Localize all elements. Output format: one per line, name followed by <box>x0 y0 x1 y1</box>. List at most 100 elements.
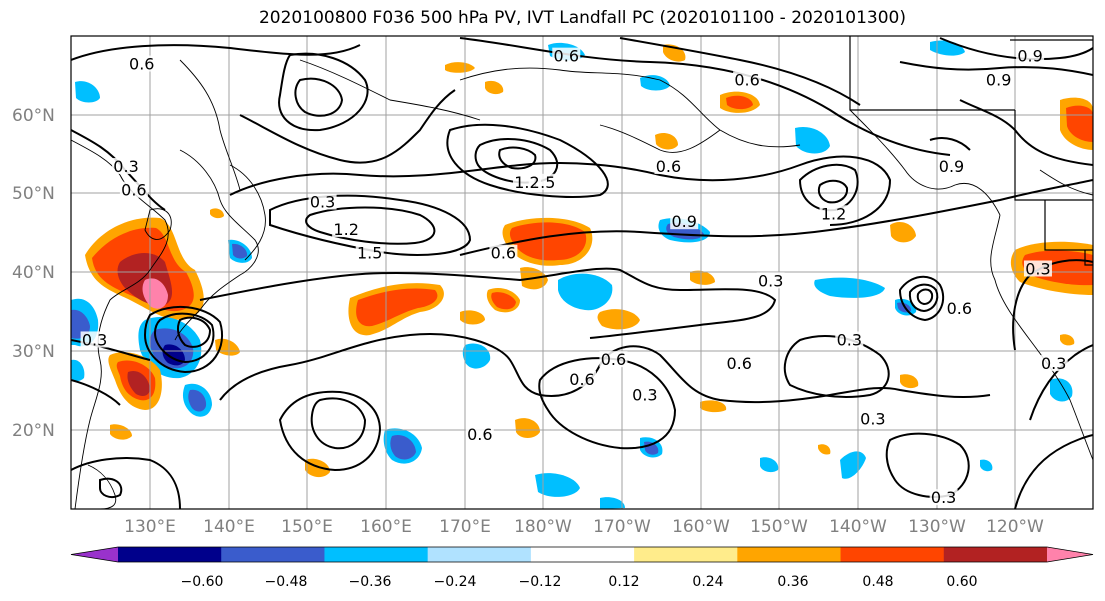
colorbar-segment <box>118 547 222 562</box>
colorbar-segment <box>943 547 1048 562</box>
lon-label: 150°E <box>281 517 333 537</box>
colorbar-extend-high <box>1047 547 1093 562</box>
colorbar-segment <box>221 547 325 562</box>
political-borders <box>849 36 1093 266</box>
contour-labels: 0.6 0.60.60.90.90.30.60.31.21.5 0.61.51.20… <box>80 47 1068 507</box>
contour-label-bg <box>819 205 848 222</box>
lon-label: 140°W <box>829 517 887 537</box>
contour-label-bg <box>756 272 785 289</box>
lat-label: 20°N <box>12 421 55 441</box>
contour-label-bg <box>512 173 541 190</box>
contour-label-bg <box>552 47 581 64</box>
contour-label: 0.9 <box>671 212 696 231</box>
contour-label-bg <box>568 370 596 387</box>
contour-label: 0.3 <box>113 157 138 176</box>
contour-label: 0.6 <box>554 47 579 66</box>
contour-label-bg <box>630 386 659 403</box>
contour-label-bg <box>332 221 361 238</box>
colorbar-ticks: −0.60 −0.48 −0.36 −0.24 −0.12 0.12 0.24 … <box>181 574 978 590</box>
contour-label-bg <box>984 71 1013 88</box>
contour-label-bg <box>1016 47 1045 64</box>
latitude-labels: 60°N 50°N 40°N 30°N 20°N <box>12 106 55 441</box>
contour-label-bg <box>733 71 762 88</box>
lon-label: 160°E <box>360 517 412 537</box>
contour-label: 0.3 <box>758 271 783 290</box>
lat-label: 40°N <box>12 263 55 283</box>
contour-label-bg <box>465 426 494 443</box>
colorbar-tick: −0.24 <box>434 574 477 590</box>
colorbar-outline <box>70 546 1094 563</box>
contour-label: 0.9 <box>939 157 964 176</box>
contour-label: 0.3 <box>310 192 335 211</box>
lat-label: 30°N <box>12 342 55 362</box>
contour-label: 0.3 <box>1041 354 1066 373</box>
lon-label: 130°W <box>908 517 966 537</box>
colorbar-extend-low <box>71 547 118 562</box>
pv-contours <box>71 37 1093 509</box>
contour-label: 0.3 <box>632 386 657 405</box>
colorbar <box>70 546 1094 563</box>
contour-label: 1.5 <box>357 244 382 263</box>
contour-label: 0.6 <box>656 157 681 176</box>
colorbar-tick: 0.60 <box>946 574 977 590</box>
lon-label: 170°E <box>439 517 491 537</box>
lon-label: 170°W <box>593 517 651 537</box>
contour-label: 0.6 <box>129 55 154 74</box>
grid-lines <box>71 36 1093 509</box>
coastlines <box>71 59 1093 509</box>
contour-label: 0.6 <box>734 70 759 89</box>
contour-label: 0.6 <box>467 425 492 444</box>
colorbar-segment <box>634 547 738 562</box>
contour-label: 1.2 <box>821 204 846 223</box>
lon-label: 130°E <box>124 517 176 537</box>
contour-label: 1.2 <box>514 173 539 192</box>
contour-label-bg <box>670 213 699 230</box>
contour-label-bg <box>599 351 628 368</box>
contour-label-bg <box>945 299 974 316</box>
colorbar-tick: 0.36 <box>777 574 808 590</box>
lat-label: 60°N <box>12 106 55 126</box>
colorbar-segment <box>324 547 429 562</box>
longitude-labels: 130°E 140°E 150°E 160°E 170°E 180°W 170°… <box>124 517 1044 537</box>
contour-label-bg <box>858 410 887 427</box>
lon-label: 150°W <box>750 517 808 537</box>
colorbar-segment <box>427 547 532 562</box>
contour-label: 0.3 <box>931 488 956 507</box>
contour-label: 0.3 <box>837 330 862 349</box>
colorbar-tick: −0.60 <box>181 574 224 590</box>
contour-label: 0.3 <box>860 409 885 428</box>
lon-label: 160°W <box>672 517 730 537</box>
lon-label: 140°E <box>203 517 255 537</box>
colorbar-tick: 0.12 <box>608 574 639 590</box>
contour-label-bg <box>308 193 337 210</box>
contour-label-bg <box>1039 355 1068 372</box>
contour-label-bg <box>654 158 683 175</box>
colorbar-tick: 0.48 <box>862 574 893 590</box>
contour-label-bg <box>929 489 958 506</box>
contour-label-bg <box>725 355 754 372</box>
contour-label: 0.3 <box>1025 260 1050 279</box>
contour-label: 0.9 <box>986 70 1011 89</box>
lat-label: 50°N <box>12 184 55 204</box>
lon-label: 180°W <box>514 517 572 537</box>
contour-label: 0.9 <box>1017 47 1042 66</box>
contour-label: 0.6 <box>601 350 626 369</box>
contour-label: 1.2 <box>333 220 358 239</box>
contour-label: 0.6 <box>569 370 594 389</box>
contour-label-bg <box>127 55 156 72</box>
contour-label-bg <box>937 158 966 175</box>
contour-label: 0.3 <box>82 330 107 349</box>
contour-label-bg <box>80 331 109 348</box>
contour-label-bg <box>1023 260 1052 277</box>
contour-label-bg <box>835 331 864 348</box>
contour-label: 0.6 <box>491 244 516 263</box>
colorbar-tick: −0.12 <box>519 574 562 590</box>
contour-label: 0.6 <box>121 181 146 200</box>
colorbar-tick: 0.24 <box>692 574 723 590</box>
contour-label: 0.6 <box>727 354 752 373</box>
contour-label-bg <box>489 244 518 261</box>
contour-label: 0.6 <box>947 299 972 318</box>
contour-label-bg <box>112 158 141 175</box>
contour-label-bg <box>119 181 148 198</box>
